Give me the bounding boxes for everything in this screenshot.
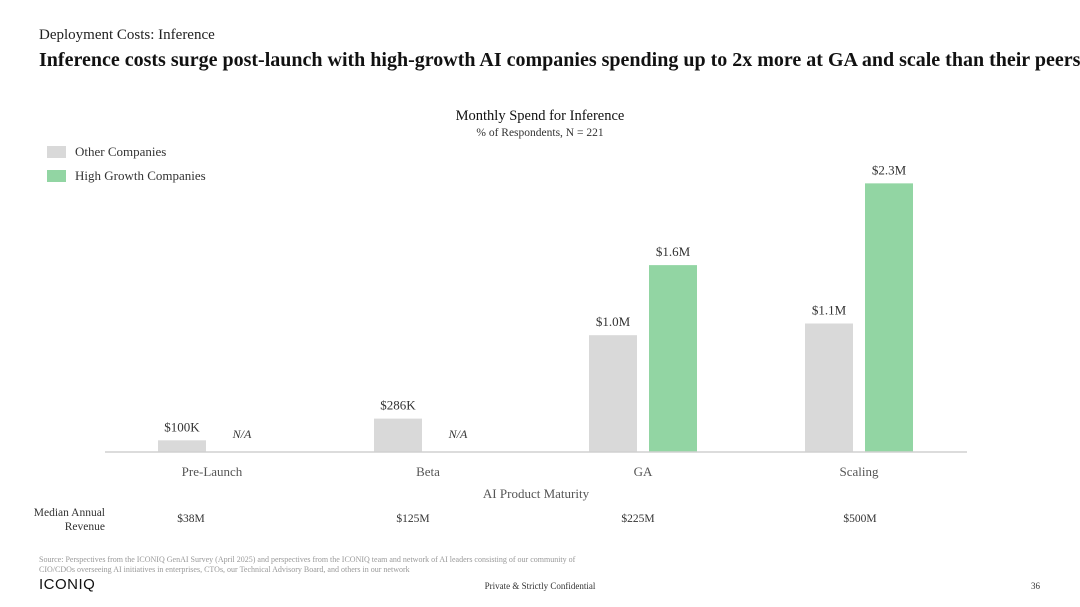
confidential-notice: Private & Strictly Confidential [484,581,596,591]
chart-title: Monthly Spend for Inference [455,108,625,124]
bar-other [805,323,853,452]
data-label-other: $286K [380,398,416,413]
data-label-other: $100K [164,419,200,434]
revenue-value: $500M [843,513,877,525]
x-tick-label: GA [634,464,653,479]
data-label-high-growth: $2.3M [872,162,907,177]
source-note-line2: CIO/CDOs overseeing AI initiatives in en… [39,564,410,574]
data-label-other: $1.0M [596,314,631,329]
bar-other [374,418,422,452]
revenue-row-label-line1: Median Annual [33,507,105,519]
data-label-high-growth: $1.6M [656,244,691,259]
legend-label-high-growth: High Growth Companies [75,168,206,183]
data-label-na: N/A [448,427,468,441]
data-label-na: N/A [232,427,252,441]
chart-legend: Other Companies High Growth Companies [47,140,206,188]
legend-swatch-other [47,146,66,158]
source-note-line1: Source: Perspectives from the ICONIQ Gen… [39,555,576,564]
revenue-value: $125M [396,513,430,525]
slide-headline: Inference costs surge post-launch with h… [39,49,1080,71]
legend-item-high-growth: High Growth Companies [47,164,206,188]
legend-swatch-high-growth [47,170,66,182]
page-number: 36 [1031,581,1040,591]
legend-item-other: Other Companies [47,140,206,164]
x-tick-label: Pre-Launch [182,464,243,479]
bar-other [589,335,637,452]
chart-subtitle: % of Respondents, N = 221 [476,127,604,139]
revenue-row-label: Median Annual Revenue [20,506,105,534]
revenue-row-label-line2: Revenue [64,521,105,533]
x-tick-label: Beta [416,464,440,479]
source-note: Source: Perspectives from the ICONIQ Gen… [39,555,679,574]
slide-eyebrow: Deployment Costs: Inference [39,27,215,43]
data-label-other: $1.1M [812,303,847,318]
x-tick-label: Scaling [840,464,879,479]
iconiq-logo: ICONIQ [39,576,96,593]
revenue-value: $38M [177,513,205,525]
revenue-value: $225M [621,513,655,525]
bar-other [158,440,206,452]
bar-high-growth [649,265,697,452]
legend-label-other: Other Companies [75,144,167,159]
x-axis-title: AI Product Maturity [483,486,590,501]
bar-high-growth [865,183,913,453]
